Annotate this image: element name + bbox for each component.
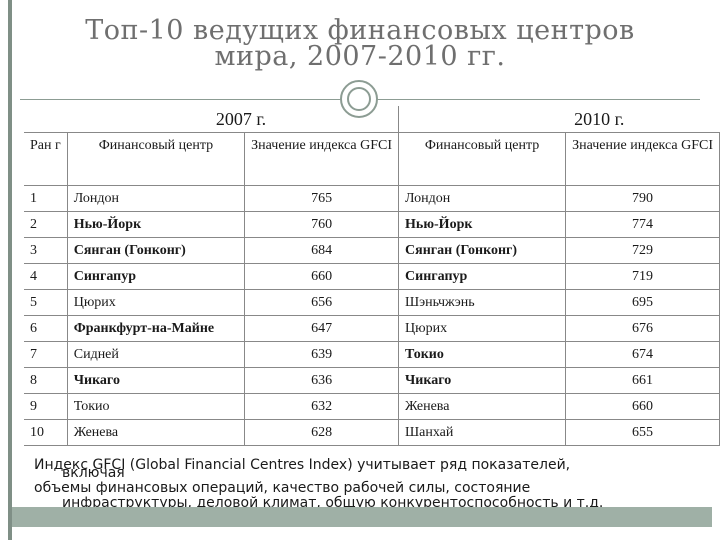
slide-title: Топ-10 ведущих финансовых центров мира, … xyxy=(40,15,680,72)
city-2007-cell: Женева xyxy=(66,419,246,446)
city-2007-cell: Чикаго xyxy=(66,367,246,394)
city-2010-cell: Цюрих xyxy=(398,315,567,342)
value-header-2007: Значение индекса GFCI xyxy=(244,132,400,186)
city-2010-cell: Токио xyxy=(398,341,567,368)
note-line-1: Индекс GFCI (Global Financial Centres In… xyxy=(34,457,571,473)
city-2010-cell: Сянган (Гонконг) xyxy=(398,237,567,264)
value-2010-cell: 676 xyxy=(565,315,720,342)
value-2007-cell: 656 xyxy=(244,289,400,316)
rank-cell: 6 xyxy=(24,315,68,342)
gfci-table: 2007 г. 2010 г. Ран г Финансовый центр З… xyxy=(24,106,720,446)
value-2007-cell: 765 xyxy=(244,185,400,212)
value-2007-cell: 636 xyxy=(244,367,400,394)
gfci-note: Индекс GFCI (Global Financial Centres In… xyxy=(34,458,704,511)
note-line-2: включая xyxy=(62,465,125,481)
note-line-3: объемы финансовых операций, качество раб… xyxy=(34,480,531,496)
value-2010-cell: 729 xyxy=(565,237,720,264)
rank-cell: 4 xyxy=(24,263,68,290)
city-2007-cell: Франкфурт-на-Майне xyxy=(66,315,246,342)
rank-cell: 9 xyxy=(24,393,68,420)
rank-cell: 2 xyxy=(24,211,68,238)
table-row: 2 Нью-Йорк 760 Нью-Йорк 774 xyxy=(24,211,720,238)
value-2010-cell: 774 xyxy=(565,211,720,238)
value-2010-cell: 695 xyxy=(565,289,720,316)
center-header-2007: Финансовый центр xyxy=(66,132,246,186)
bottom-accent-bar xyxy=(12,507,712,527)
table-row: 10 Женева 628 Шанхай 655 xyxy=(24,419,720,446)
city-2007-cell: Цюрих xyxy=(66,289,246,316)
city-2007-cell: Сидней xyxy=(66,341,246,368)
rank-header: Ран г xyxy=(24,132,68,186)
table-row: 1 Лондон 765 Лондон 790 xyxy=(24,185,720,212)
value-2007-cell: 760 xyxy=(244,211,400,238)
value-2007-cell: 684 xyxy=(244,237,400,264)
city-2007-cell: Лондон xyxy=(66,185,246,212)
table-row: 6 Франкфурт-на-Майне 647 Цюрих 676 xyxy=(24,315,720,342)
table-row: 5 Цюрих 656 Шэньчжэнь 695 xyxy=(24,289,720,316)
title-line-2: мира, 2007-2010 гг. xyxy=(214,41,506,72)
column-header-row: Ран г Финансовый центр Значение индекса … xyxy=(24,132,720,186)
value-2007-cell: 632 xyxy=(244,393,400,420)
city-2010-cell: Шанхай xyxy=(398,419,567,446)
city-2007-cell: Нью-Йорк xyxy=(66,211,246,238)
table-row: 8 Чикаго 636 Чикаго 661 xyxy=(24,367,720,394)
value-2007-cell: 639 xyxy=(244,341,400,368)
year-2010-label: 2010 г. xyxy=(574,108,625,129)
rank-cell: 1 xyxy=(24,185,68,212)
rank-cell: 10 xyxy=(24,419,68,446)
value-2010-cell: 719 xyxy=(565,263,720,290)
year-header-row: 2007 г. 2010 г. xyxy=(24,106,720,133)
value-2010-cell: 660 xyxy=(565,393,720,420)
note-line-4: инфраструктуры, деловой климат, общую ко… xyxy=(62,495,604,511)
value-header-2010: Значение индекса GFCI xyxy=(565,132,720,186)
city-2010-cell: Шэньчжэнь xyxy=(398,289,567,316)
left-accent-bar xyxy=(8,0,12,540)
city-2010-cell: Сингапур xyxy=(398,263,567,290)
year-2010-cell: 2010 г. xyxy=(398,106,720,133)
value-2010-cell: 661 xyxy=(565,367,720,394)
city-2010-cell: Женева xyxy=(398,393,567,420)
value-2007-cell: 628 xyxy=(244,419,400,446)
table-row: 7 Сидней 639 Токио 674 xyxy=(24,341,720,368)
title-line-1: Топ-10 ведущих финансовых центров xyxy=(85,15,635,46)
table-row: 9 Токио 632 Женева 660 xyxy=(24,393,720,420)
rank-cell: 3 xyxy=(24,237,68,264)
value-2010-cell: 674 xyxy=(565,341,720,368)
city-2010-cell: Лондон xyxy=(398,185,567,212)
center-header-2010: Финансовый центр xyxy=(398,132,567,186)
city-2010-cell: Нью-Йорк xyxy=(398,211,567,238)
city-2007-cell: Сингапур xyxy=(66,263,246,290)
city-2007-cell: Токио xyxy=(66,393,246,420)
table-row: 3 Сянган (Гонконг) 684 Сянган (Гонконг) 729 xyxy=(24,237,720,264)
value-2007-cell: 660 xyxy=(244,263,400,290)
year-2007-cell: 2007 г. xyxy=(24,106,399,133)
rank-cell: 5 xyxy=(24,289,68,316)
year-2007-label: 2007 г. xyxy=(215,108,267,129)
value-2010-cell: 790 xyxy=(565,185,720,212)
rank-cell: 8 xyxy=(24,367,68,394)
value-2007-cell: 647 xyxy=(244,315,400,342)
city-2007-cell: Сянган (Гонконг) xyxy=(66,237,246,264)
rank-cell: 7 xyxy=(24,341,68,368)
value-2010-cell: 655 xyxy=(565,419,720,446)
table-row: 4 Сингапур 660 Сингапур 719 xyxy=(24,263,720,290)
city-2010-cell: Чикаго xyxy=(398,367,567,394)
